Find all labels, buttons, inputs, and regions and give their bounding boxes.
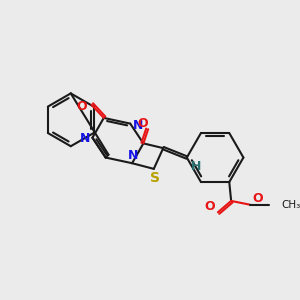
Text: O: O bbox=[204, 200, 215, 213]
Text: H: H bbox=[191, 160, 201, 173]
Text: O: O bbox=[77, 100, 87, 113]
Text: N: N bbox=[128, 149, 138, 162]
Text: CH₃: CH₃ bbox=[281, 200, 300, 210]
Text: O: O bbox=[252, 192, 263, 205]
Text: N: N bbox=[80, 132, 90, 145]
Text: N: N bbox=[133, 119, 143, 132]
Text: S: S bbox=[150, 171, 160, 185]
Text: O: O bbox=[137, 117, 148, 130]
